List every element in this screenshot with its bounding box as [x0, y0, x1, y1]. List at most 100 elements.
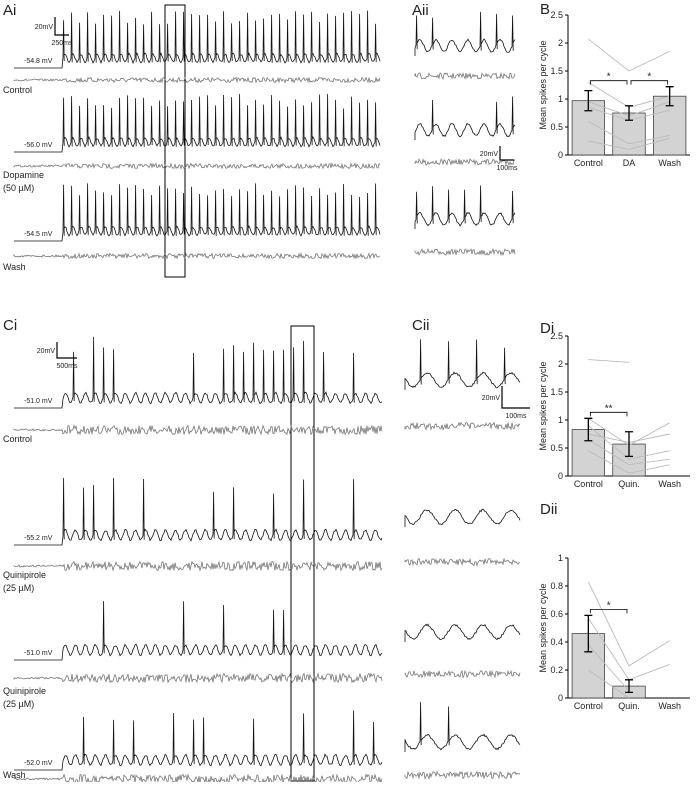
scale-label: 100ms — [496, 165, 518, 172]
y-tick-label: 0.4 — [550, 637, 563, 647]
x-tick-label: Control — [574, 158, 603, 168]
y-tick-label: 2.5 — [550, 10, 563, 20]
scale-bar — [499, 146, 514, 161]
y-tick-label: 0.5 — [550, 443, 563, 453]
condition-label: Wash — [3, 770, 26, 780]
significance-label: * — [607, 600, 611, 611]
y-axis-label: Mean spikes per cycle — [538, 583, 548, 672]
significance-label: * — [647, 72, 651, 83]
voltage-trace — [414, 96, 516, 140]
potential-label: -52.0 mV — [24, 760, 53, 767]
potential-label: -51.0 mV — [24, 650, 53, 657]
y-axis-label: Mean spikes per cycle — [538, 40, 548, 129]
potential-label: -54.8 mV — [24, 58, 53, 65]
condition-label: (25 µM) — [3, 699, 34, 709]
x-tick-label: DA — [623, 158, 636, 168]
voltage-trace — [14, 336, 383, 409]
y-tick-label: 1 — [558, 415, 563, 425]
potential-label: -54.5 mV — [24, 231, 53, 238]
extracellular-trace — [414, 71, 516, 81]
significance-bracket — [589, 80, 628, 85]
y-tick-label: 0.8 — [550, 581, 563, 591]
individual-line — [588, 38, 670, 72]
extracellular-trace — [13, 560, 383, 572]
scale-label: 500ms — [56, 363, 78, 370]
y-tick-label: 0 — [558, 693, 563, 703]
condition-label: Quinipirole — [3, 686, 46, 696]
voltage-trace — [404, 623, 521, 642]
condition-label: (50 µM) — [3, 183, 34, 193]
y-tick-label: 1.5 — [550, 387, 563, 397]
voltage-trace — [414, 185, 516, 229]
y-tick-label: 0.5 — [550, 122, 563, 132]
scale-label: 20mV — [480, 151, 499, 158]
scale-bar — [54, 17, 69, 36]
y-tick-label: 0.2 — [550, 665, 563, 675]
extracellular-trace — [414, 158, 516, 166]
x-tick-label: Control — [574, 479, 603, 489]
condition-label: Quinipirole — [3, 570, 46, 580]
individual-line — [588, 439, 670, 466]
y-tick-label: 1 — [558, 94, 563, 104]
individual-line — [588, 137, 670, 150]
y-tick-label: 0 — [558, 471, 563, 481]
individual-line — [588, 359, 630, 363]
condition-label: Control — [3, 434, 32, 444]
voltage-trace — [14, 10, 381, 69]
voltage-trace — [14, 94, 381, 153]
extracellular-trace — [404, 421, 521, 431]
extracellular-trace — [13, 672, 383, 684]
individual-line — [588, 450, 670, 474]
scale-bar — [56, 342, 77, 359]
y-tick-label: 0 — [558, 150, 563, 160]
extracellular-trace — [404, 669, 521, 679]
significance-bracket — [589, 411, 628, 417]
potential-label: -55.2 mV — [24, 535, 53, 542]
extracellular-trace — [404, 770, 521, 780]
y-tick-label: 2 — [558, 38, 563, 48]
individual-line — [588, 121, 670, 145]
voltage-trace — [404, 702, 521, 752]
extracellular-trace — [404, 557, 521, 567]
individual-line — [587, 644, 630, 692]
panel-label: B — [540, 1, 550, 18]
y-tick-label: 0.6 — [550, 609, 563, 619]
significance-label: * — [607, 72, 611, 83]
scale-label: 20mV — [37, 348, 56, 355]
y-axis-label: Mean spikes per cycle — [538, 361, 548, 450]
y-tick-label: 2.5 — [550, 331, 563, 341]
y-tick-label: 1.5 — [550, 66, 563, 76]
error-bar — [665, 86, 674, 107]
extracellular-trace — [13, 162, 381, 170]
condition-label: Dopamine — [3, 170, 44, 180]
voltage-trace — [14, 601, 383, 661]
x-tick-label: Wash — [658, 479, 681, 489]
x-tick-label: Wash — [658, 158, 681, 168]
voltage-trace — [404, 339, 521, 390]
voltage-trace — [14, 710, 383, 771]
panel-label: Aii — [412, 2, 429, 19]
significance-label: ** — [605, 403, 613, 414]
scale-label: 20mV — [35, 24, 54, 31]
x-tick-label: Wash — [658, 701, 681, 711]
voltage-trace — [404, 508, 521, 527]
scale-bar — [501, 386, 530, 409]
extracellular-trace — [13, 424, 383, 436]
y-tick-label: 1 — [558, 553, 563, 563]
error-bar — [584, 89, 593, 112]
potential-label: -56.0 mV — [24, 142, 53, 149]
scale-label: 20mV — [482, 395, 501, 402]
condition-label: (25 µM) — [3, 583, 34, 593]
error-bar — [625, 431, 633, 458]
scale-label: 100ms — [505, 413, 527, 420]
significance-bracket — [630, 80, 669, 85]
scale-label: 250ms — [51, 40, 73, 47]
panel-label: Ci — [3, 317, 17, 334]
y-tick-label: 2 — [558, 359, 563, 369]
extracellular-trace — [13, 773, 383, 785]
condition-label: Control — [3, 85, 32, 95]
x-tick-label: Quin. — [618, 701, 640, 711]
potential-label: -51.0 mV — [24, 398, 53, 405]
significance-bracket — [589, 609, 628, 614]
